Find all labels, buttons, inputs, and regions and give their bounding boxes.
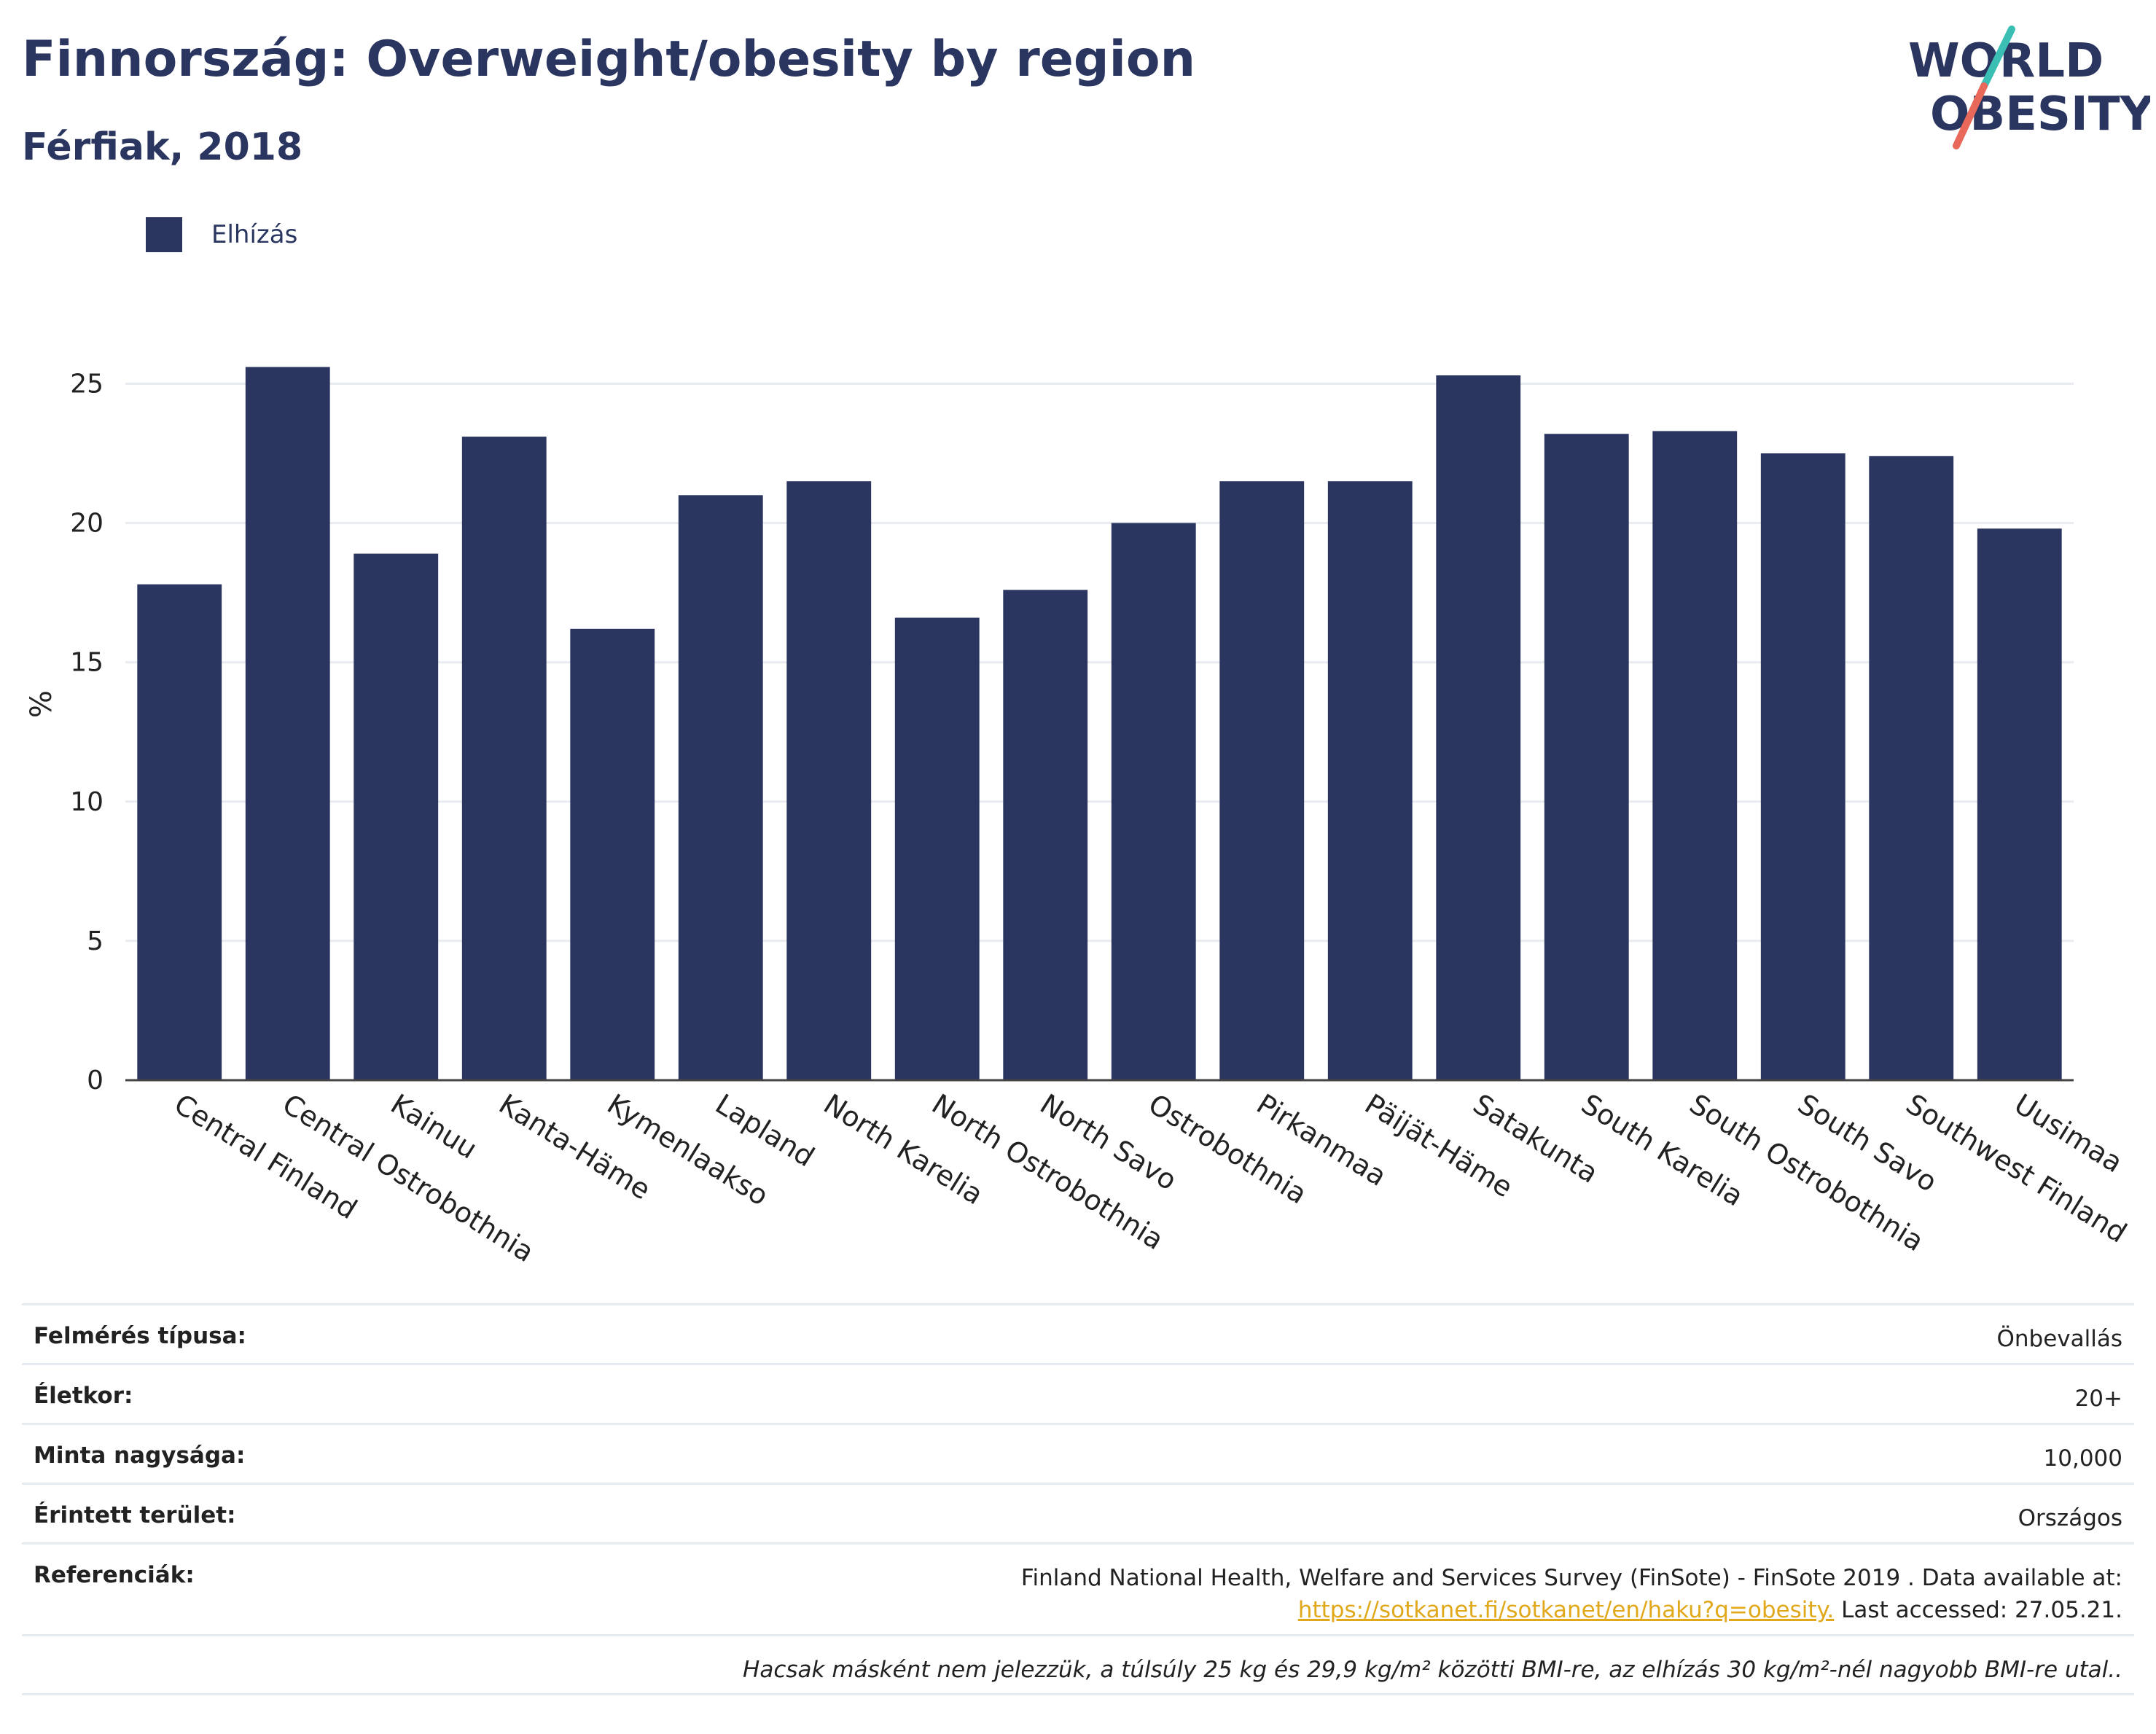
bar bbox=[1003, 590, 1088, 1080]
footnote: Hacsak másként nem jelezzük, a túlsúly 2… bbox=[743, 1657, 2122, 1683]
info-row-coverage: Érintett terület: Országos bbox=[22, 1483, 2134, 1542]
references-line2: https://sotkanet.fi/sotkanet/en/haku?q=o… bbox=[1021, 1594, 2122, 1626]
info-value: Országos bbox=[2018, 1505, 2122, 1531]
bar bbox=[1652, 431, 1738, 1080]
survey-info-table: Felmérés típusa: Önbevallás Életkor: 20+… bbox=[22, 1303, 2134, 1695]
info-row-sample-size: Minta nagysága: 10,000 bbox=[22, 1423, 2134, 1483]
bar bbox=[1327, 481, 1413, 1080]
y-tick-label: 25 bbox=[70, 369, 103, 399]
bar bbox=[786, 481, 872, 1080]
y-tick-label: 20 bbox=[70, 509, 103, 539]
bar bbox=[894, 617, 980, 1080]
bar bbox=[461, 437, 547, 1080]
bar bbox=[137, 584, 222, 1080]
bar bbox=[1760, 453, 1846, 1080]
logo-slash-top bbox=[1980, 26, 2015, 90]
bar bbox=[1111, 523, 1196, 1080]
info-label: Életkor: bbox=[34, 1383, 133, 1409]
logo-slash-bottom bbox=[1953, 82, 1988, 149]
bar bbox=[678, 495, 763, 1080]
info-value: 10,000 bbox=[2043, 1445, 2122, 1472]
info-value: Önbevallás bbox=[1996, 1326, 2122, 1352]
y-axis-label: % bbox=[25, 690, 58, 718]
info-value: 20+ bbox=[2074, 1386, 2122, 1412]
info-row-age: Életkor: 20+ bbox=[22, 1363, 2134, 1423]
bar bbox=[1869, 456, 1954, 1080]
world-obesity-logo: WORLD OBESITY bbox=[1908, 26, 2150, 149]
y-tick-label: 5 bbox=[87, 926, 103, 956]
info-row-footnote: Hacsak másként nem jelezzük, a túlsúly 2… bbox=[22, 1634, 2134, 1695]
info-label: Minta nagysága: bbox=[34, 1442, 246, 1469]
page-title: Finnország: Overweight/obesity by region bbox=[22, 31, 1196, 88]
references-value: Finland National Health, Welfare and Ser… bbox=[1021, 1562, 2122, 1626]
info-row-survey-type: Felmérés típusa: Önbevallás bbox=[22, 1303, 2134, 1363]
y-tick-label: 10 bbox=[70, 787, 103, 817]
bar bbox=[1977, 528, 2062, 1080]
references-link[interactable]: https://sotkanet.fi/sotkanet/en/haku?q=o… bbox=[1297, 1597, 1835, 1623]
info-label: Felmérés típusa: bbox=[34, 1323, 246, 1349]
logo-line2: OBESITY bbox=[1930, 87, 2150, 141]
x-tick-label: Central Finland bbox=[168, 1087, 362, 1225]
info-label: Érintett terület: bbox=[34, 1502, 236, 1528]
info-label: Referenciák: bbox=[34, 1562, 195, 1588]
y-tick-label: 0 bbox=[87, 1066, 103, 1096]
info-row-references: Referenciák: Finland National Health, We… bbox=[22, 1542, 2134, 1634]
y-tick-label: 15 bbox=[70, 648, 103, 678]
references-accessed: Last accessed: 27.05.21. bbox=[1834, 1597, 2122, 1623]
bar bbox=[1436, 375, 1521, 1080]
bar bbox=[354, 553, 439, 1080]
bar bbox=[1544, 434, 1629, 1080]
bar bbox=[1219, 481, 1305, 1080]
legend-label: Elhízás bbox=[211, 220, 298, 249]
references-text: Finland National Health, Welfare and Ser… bbox=[1020, 1565, 2122, 1591]
chart-legend: Elhízás bbox=[146, 217, 297, 252]
bar bbox=[245, 367, 330, 1080]
bar bbox=[570, 628, 655, 1080]
page-subtitle: Férfiak, 2018 bbox=[22, 125, 303, 169]
legend-swatch bbox=[146, 217, 182, 252]
